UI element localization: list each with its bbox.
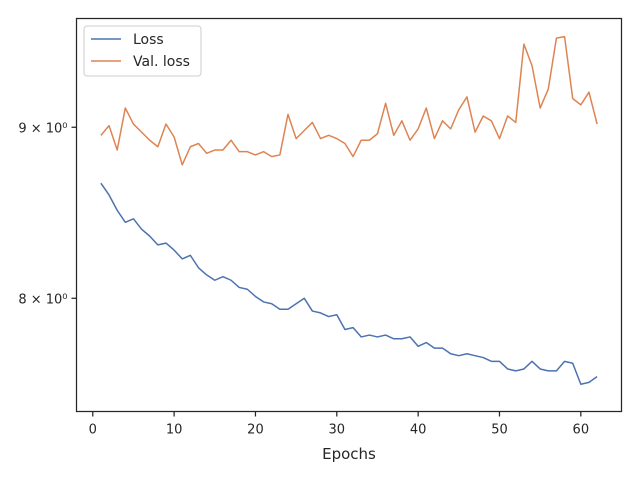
x-tick-label: 0 [89,423,97,438]
legend: Loss Val. loss [83,25,202,77]
plot-frame [75,17,623,413]
y-axis: 8 × 10⁰ 9 × 10⁰ [18,121,77,307]
x-axis-label: Epochs [322,445,376,463]
series-line-loss [100,182,598,386]
x-tick-label: 40 [410,423,427,438]
x-tick-label: 10 [166,423,183,438]
x-tick-label: 30 [329,423,346,438]
x-axis: 0 10 20 30 40 50 60 [89,411,590,438]
legend-label-val-loss: Val. loss [133,54,190,70]
x-tick-label: 50 [491,423,508,438]
x-tick-label: 20 [247,423,264,438]
plot-content [100,35,598,386]
legend-label-loss: Loss [133,32,164,48]
y-tick-label: 9 × 10⁰ [18,121,67,136]
x-tick-label: 60 [573,423,590,438]
series-line-val-loss [100,35,598,166]
y-tick-label: 8 × 10⁰ [18,292,67,307]
